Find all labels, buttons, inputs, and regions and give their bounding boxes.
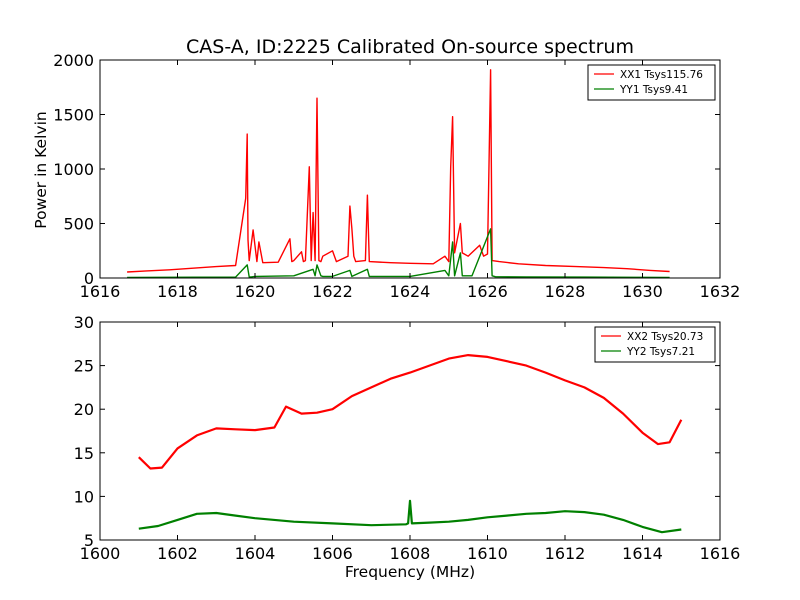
- bottom-chart: 1600 1602 1604 1606 1608 1610 1612 1614 1616 5 10 1…: [74, 313, 741, 563]
- x-tick-label: 1624: [390, 282, 431, 301]
- y-tick-label: 500: [63, 215, 94, 234]
- y-tick-label: 2000: [53, 51, 94, 70]
- legend-box: [587, 64, 716, 101]
- x-tick-label: 1614: [622, 544, 663, 563]
- top-chart-ylabel: Power in Kelvin: [32, 111, 50, 228]
- x-tick-label: 1628: [545, 282, 586, 301]
- series-line-xx1-tsys115-76: [127, 69, 670, 273]
- legend-entry: XX1 Tsys115.76: [620, 69, 703, 81]
- legend-entry: XX2 Tsys20.73: [627, 331, 703, 343]
- series-line-xx2-tsys20-73: [138, 354, 683, 470]
- x-tick-label: 1626: [467, 282, 508, 301]
- x-tick-label: 1616: [80, 282, 121, 301]
- y-tick-label: 5: [84, 531, 94, 550]
- y-tick-label: 10: [74, 487, 94, 506]
- y-tick-label: 1500: [53, 106, 94, 125]
- x-tick-label: 1604: [235, 544, 276, 563]
- y-tick-label: 15: [74, 444, 94, 463]
- y-tick-label: 0: [84, 269, 94, 288]
- top-chart: 1616 1618 1620 1622 1624 1626 1628 1630 1632 0 500…: [53, 51, 740, 301]
- plot-area-1: [138, 354, 683, 534]
- x-tick-label: 1602: [157, 544, 198, 563]
- x-tick-label: 1618: [157, 282, 198, 301]
- series-line-yy1-tsys9-41: [127, 228, 670, 278]
- x-tick-label: 1612: [545, 544, 586, 563]
- x-tick-label: 1630: [622, 282, 663, 301]
- x-tick-label: 1606: [312, 544, 353, 563]
- x-tick-label: 1616: [700, 544, 741, 563]
- y-tick-label: 30: [74, 313, 94, 332]
- plot-area-0: [127, 69, 670, 278]
- x-tick-label: 1600: [80, 544, 121, 563]
- series-line-yy2-tsys7-21: [138, 499, 682, 534]
- x-tick-label: 1622: [312, 282, 353, 301]
- legend-entry: YY1 Tsys9.41: [619, 84, 688, 96]
- x-tick-label: 1608: [390, 544, 431, 563]
- x-tick-label: 1632: [700, 282, 741, 301]
- y-tick-label: 25: [74, 357, 94, 376]
- top-chart-title: CAS-A, ID:2225 Calibrated On-source spec…: [186, 36, 634, 58]
- bottom-chart-xlabel: Frequency (MHz): [345, 563, 475, 581]
- x-tick-label: 1610: [467, 544, 508, 563]
- x-tick-label: 1620: [235, 282, 276, 301]
- y-tick-label: 1000: [53, 160, 94, 179]
- legend-entry: YY2 Tsys7.21: [626, 346, 695, 358]
- y-tick-label: 20: [74, 400, 94, 419]
- legend-box: [594, 326, 716, 363]
